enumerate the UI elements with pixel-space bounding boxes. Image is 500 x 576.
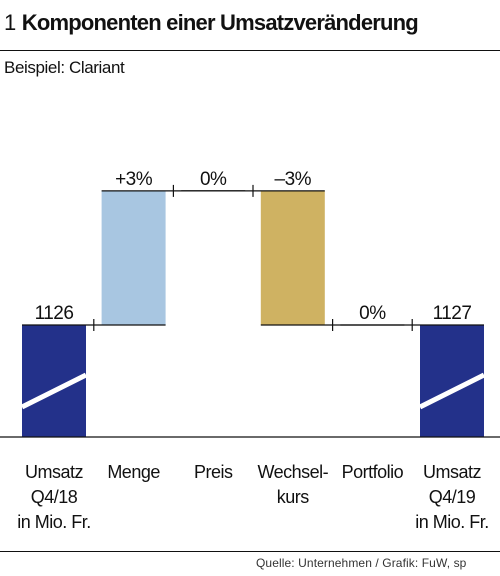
- data-label-menge: +3%: [115, 169, 153, 190]
- source-note: Quelle: Unternehmen / Grafik: FuW, sp: [256, 556, 467, 570]
- bar-stripe-umsatz-q419: [418, 372, 486, 410]
- category-label-preis-1: Preis: [194, 462, 233, 482]
- bar-menge: [101, 190, 166, 325]
- category-label-umsatz-q419-1: Umsatz: [423, 462, 482, 482]
- chart-subtitle: Beispiel: Clariant: [4, 58, 125, 77]
- figure-number: 1: [4, 10, 16, 35]
- category-label-umsatz-q418-3: in Mio. Fr.: [17, 512, 91, 532]
- data-label-umsatz-q419: 1127: [433, 303, 472, 324]
- data-label-wechselkurs: –3%: [275, 169, 312, 190]
- footer-rule: [0, 551, 500, 552]
- data-label-umsatz-q418: 1126: [35, 303, 74, 324]
- category-label-umsatz-q419-3: in Mio. Fr.: [415, 512, 489, 532]
- category-label-menge-1: Menge: [107, 462, 160, 482]
- category-label-umsatz-q419-2: Q4/19: [429, 487, 476, 507]
- category-label-wechselkurs-1: Wechsel-: [257, 462, 328, 482]
- category-label-umsatz-q418-2: Q4/18: [31, 487, 78, 507]
- title-row: 1 Komponenten einer Umsatzveränderung: [4, 10, 419, 36]
- data-label-portfolio: 0%: [359, 303, 386, 324]
- chart-title: Komponenten einer Umsatzveränderung: [21, 10, 419, 35]
- category-label-wechselkurs-2: kurs: [277, 487, 310, 507]
- category-label-portfolio-1: Portfolio: [342, 462, 404, 482]
- bar-stripe-umsatz-q418: [20, 372, 88, 410]
- title-rule: [0, 50, 500, 51]
- bar-wechselkurs: [260, 190, 325, 325]
- category-label-umsatz-q418-1: Umsatz: [25, 462, 84, 482]
- data-label-preis: 0%: [200, 169, 227, 190]
